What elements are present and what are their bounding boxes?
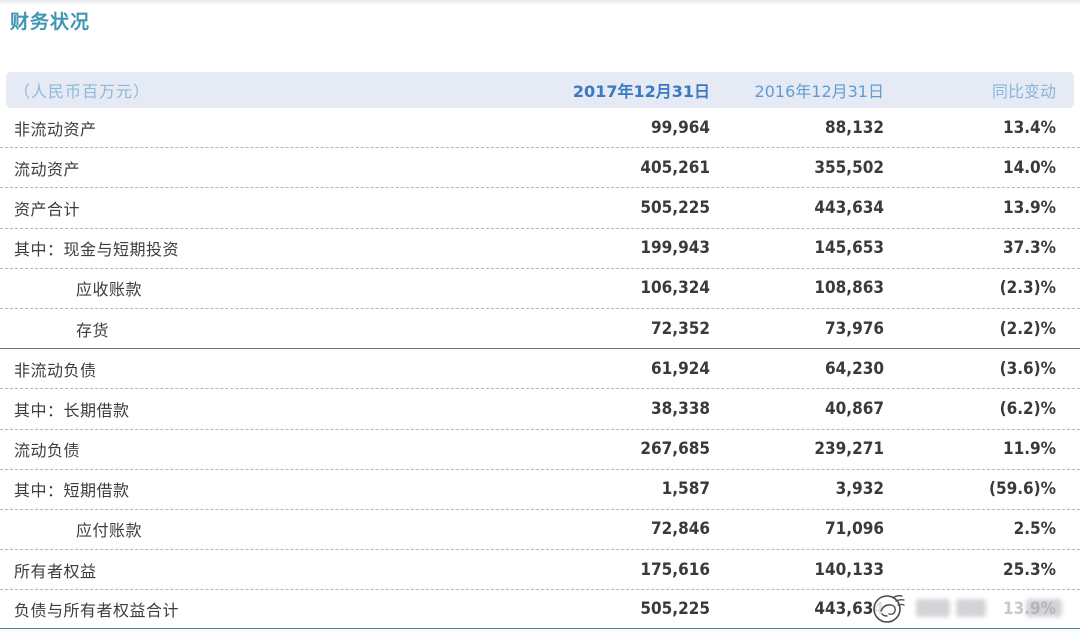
page-bottom-area (0, 629, 1080, 641)
value-2017: 72,846 (650, 519, 710, 540)
value-2016: 239,271 (814, 439, 884, 460)
value-yoy-change: (2.2)% (999, 318, 1056, 339)
table-row: 其中：现金与短期投资 199,943 145,653 37.3% (0, 229, 1080, 269)
table-body: 非流动资产 99,964 88,132 13.4% 流动资产 405,261 355,502… (0, 108, 1080, 631)
row-label: 其中：现金与短期投资 (14, 240, 180, 260)
row-label: 其中：短期借款 (14, 481, 130, 501)
table-row: 负债与所有者权益合计 505,225 443,634 13.9% (0, 590, 1080, 631)
row-label: 所有者权益 (14, 561, 97, 581)
value-yoy-change: 2.5% (1013, 519, 1056, 540)
value-2017: 106,324 (640, 278, 710, 299)
page-title: 财务状况 (10, 11, 91, 33)
table-row: 其中：长期借款 38,338 40,867 (6.2)% (0, 389, 1080, 430)
row-label: 非流动资产 (14, 119, 97, 139)
value-2017: 267,685 (640, 439, 710, 460)
value-yoy-change: 13.9% (1002, 197, 1056, 218)
table-row: 资产合计 505,225 443,634 13.9% (0, 188, 1080, 229)
financial-position-table: （人民币百万元） 2017年12月31日 2016年12月31日 同比变动 非流… (0, 72, 1080, 631)
value-yoy-change: 13.4% (1002, 117, 1056, 138)
value-2017: 505,225 (640, 197, 710, 218)
value-2017: 1,587 (661, 479, 710, 500)
table-row: 其中：短期借款 1,587 3,932 (59.6)% (0, 470, 1080, 510)
value-2016: 71,096 (824, 519, 884, 540)
table-header-row: （人民币百万元） 2017年12月31日 2016年12月31日 同比变动 (6, 72, 1074, 108)
table-row: 流动资产 405,261 355,502 14.0% (0, 148, 1080, 189)
row-label: 流动资产 (14, 159, 81, 179)
value-2017: 38,338 (650, 398, 710, 419)
value-2017: 175,616 (640, 559, 710, 580)
value-2016: 443,634 (814, 197, 884, 218)
value-2016: 443,634 (814, 599, 884, 620)
value-2016: 73,976 (824, 318, 884, 339)
row-label: 应收账款 (76, 280, 143, 300)
table-row: 应收账款 106,324 108,863 (2.3)% (0, 269, 1080, 309)
value-yoy-change: 14.0% (1002, 157, 1056, 178)
value-2017: 99,964 (650, 117, 710, 138)
row-label: 资产合计 (14, 199, 81, 219)
value-2016: 108,863 (814, 278, 884, 299)
currency-unit-label: （人民币百万元） (14, 82, 151, 101)
value-2017: 61,924 (650, 358, 710, 379)
value-2017: 72,352 (650, 318, 710, 339)
table-row: 非流动负债 61,924 64,230 (3.6)% (0, 349, 1080, 390)
table-row: 存货 72,352 73,976 (2.2)% (0, 309, 1080, 350)
value-2016: 145,653 (814, 238, 884, 259)
row-label: 非流动负债 (14, 360, 97, 380)
value-yoy-change: (6.2)% (999, 398, 1056, 419)
row-label: 负债与所有者权益合计 (14, 601, 180, 621)
row-label: 存货 (76, 320, 110, 340)
value-yoy-change: 25.3% (1002, 559, 1056, 580)
table-row: 非流动资产 99,964 88,132 13.4% (0, 108, 1080, 149)
value-yoy-change: 37.3% (1002, 238, 1056, 259)
table-row: 流动负债 267,685 239,271 11.9% (0, 430, 1080, 470)
value-yoy-change: 13.9% (1002, 599, 1056, 620)
value-2016: 88,132 (824, 117, 884, 138)
value-yoy-change: (2.3)% (999, 278, 1056, 299)
value-2016: 3,932 (835, 479, 884, 500)
value-2017: 199,943 (640, 238, 710, 259)
value-2016: 40,867 (824, 398, 884, 419)
top-edge-strip (0, 0, 1080, 5)
value-2017: 505,225 (640, 599, 710, 620)
row-label: 其中：长期借款 (14, 400, 130, 420)
table-row: 所有者权益 175,616 140,133 25.3% (0, 550, 1080, 591)
column-header-yoy-change: 同比变动 (991, 82, 1056, 101)
row-label: 应付账款 (76, 521, 143, 541)
value-2017: 405,261 (640, 157, 710, 178)
column-header-2017: 2017年12月31日 (572, 82, 710, 101)
value-2016: 355,502 (814, 157, 884, 178)
value-2016: 140,133 (814, 559, 884, 580)
value-yoy-change: 11.9% (1002, 439, 1056, 460)
value-2016: 64,230 (824, 358, 884, 379)
column-header-2016: 2016年12月31日 (754, 82, 884, 101)
row-label: 流动负债 (14, 441, 81, 461)
table-row: 应付账款 72,846 71,096 2.5% (0, 510, 1080, 551)
value-yoy-change: (3.6)% (999, 358, 1056, 379)
value-yoy-change: (59.6)% (988, 479, 1056, 500)
